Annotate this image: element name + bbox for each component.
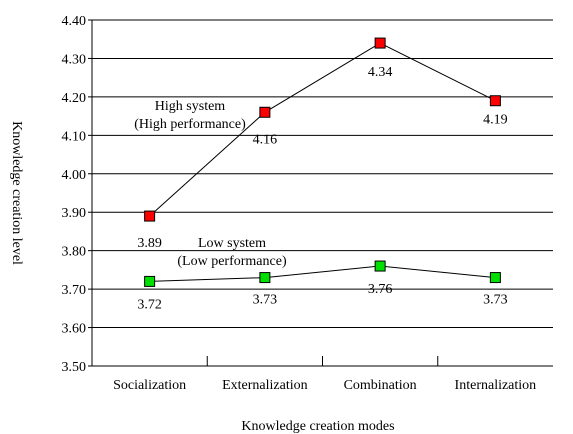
data-label: 3.73 [483, 293, 508, 308]
data-point [259, 106, 271, 118]
series-annotation: Low system (Low performance) [177, 236, 287, 269]
data-point [489, 95, 501, 107]
data-point [374, 37, 386, 49]
data-label: 4.16 [253, 132, 278, 147]
data-label: 4.34 [368, 65, 393, 80]
y-tick-label: 3.80 [62, 245, 87, 260]
y-tick-labels: 3.50 3.60 3.70 3.80 3.90 4.00 4.10 4.20 4.30 4.40 [62, 14, 87, 375]
series-line [149, 42, 496, 217]
series-annotation-line: (Low performance) [177, 254, 287, 269]
series-annotation-line: Low system [198, 236, 266, 251]
data-label: 3.89 [137, 236, 162, 251]
y-tick-label: 4.20 [62, 91, 87, 106]
series-annotation-line: High system [155, 99, 226, 114]
series-group: 3.89 4.16 4.34 4.19 3.72 3.73 3.76 3.73 [137, 37, 508, 312]
data-point [259, 272, 271, 284]
x-tick-label: Externalization [222, 378, 308, 393]
data-point [144, 275, 156, 287]
data-label: 3.76 [368, 282, 393, 297]
data-label: 3.73 [253, 293, 278, 308]
data-label: 4.19 [483, 113, 508, 128]
y-tick-label: 3.50 [62, 360, 87, 375]
x-tick-labels: Socialization Externalization Combination I… [113, 378, 536, 393]
y-tick-label: 3.90 [62, 206, 87, 221]
data-label: 3.72 [137, 297, 162, 312]
y-tick-label: 4.10 [62, 129, 87, 144]
y-tick-label: 4.30 [62, 52, 87, 67]
x-axis-title: Knowledge creation modes [241, 419, 394, 434]
y-tick-label: 3.60 [62, 322, 87, 337]
series-1: 3.89 4.16 4.34 4.19 [137, 37, 508, 251]
y-axis-title: Knowledge creation level [9, 121, 24, 265]
x-tick-label: Socialization [113, 378, 186, 393]
data-point [374, 260, 386, 272]
data-point [144, 210, 156, 222]
x-tick-label: Combination [344, 378, 417, 393]
series-annotation-line: (High performance) [134, 117, 246, 132]
y-tick-label: 4.00 [62, 168, 87, 183]
series-annotation: High system (High performance) [134, 99, 246, 132]
gridlines [92, 19, 553, 329]
series-2: 3.72 3.73 3.76 3.73 [137, 260, 508, 312]
y-tick-label: 3.70 [62, 283, 87, 298]
series-line [149, 265, 496, 282]
axes [88, 19, 553, 367]
y-tick-label: 4.40 [62, 14, 87, 29]
series-annotations: High system (High performance) Low system (… [134, 99, 287, 269]
data-point [489, 272, 501, 284]
x-tick-label: Internalization [455, 378, 537, 393]
